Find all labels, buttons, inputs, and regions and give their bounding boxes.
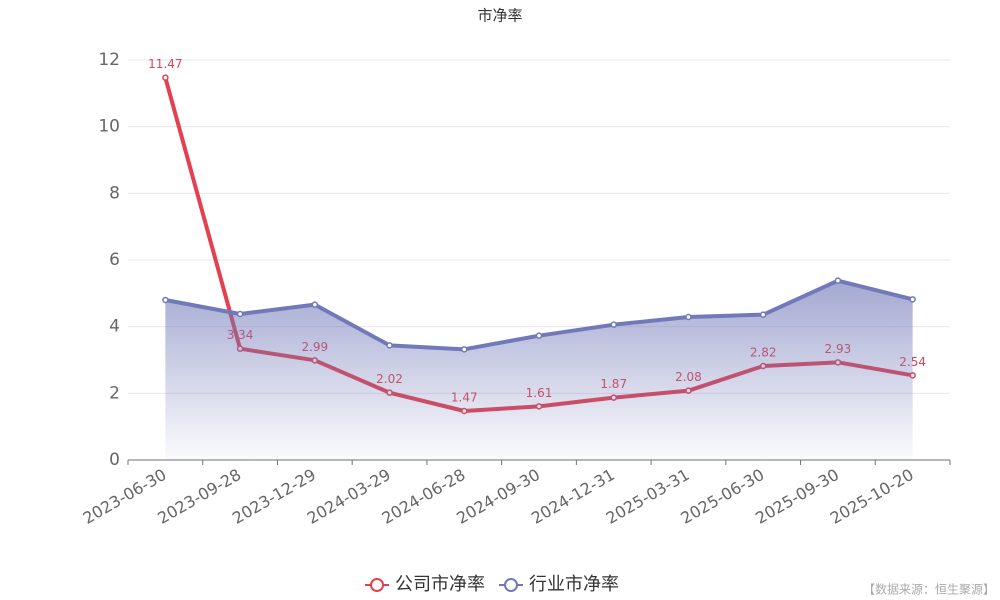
- x-tick-label: 2025-09-30: [752, 465, 842, 528]
- point: [909, 296, 916, 303]
- point: [610, 321, 617, 328]
- x-tick-label: 2024-12-31: [528, 465, 618, 528]
- x-tick-label: 2023-09-28: [154, 465, 244, 528]
- y-tick-label: 8: [109, 183, 120, 203]
- point: [386, 342, 393, 349]
- point: [759, 311, 767, 318]
- data-label: 11.47: [148, 57, 182, 71]
- point: [834, 277, 842, 284]
- legend-label: 行业市净率: [529, 574, 619, 595]
- point: [162, 74, 169, 81]
- y-tick-label: 6: [109, 250, 120, 270]
- legend-marker: [504, 578, 518, 592]
- y-tick-label: 10: [98, 117, 120, 137]
- x-tick-label: 2024-06-28: [378, 465, 468, 528]
- x-tick-label: 2023-06-30: [80, 465, 170, 528]
- y-tick-label: 12: [98, 50, 120, 70]
- legend-label: 公司市净率: [395, 574, 485, 595]
- x-tick-label: 2024-03-29: [304, 465, 394, 528]
- x-tick-label: 2023-12-29: [229, 465, 319, 528]
- y-tick-label: 2: [109, 383, 120, 403]
- point: [311, 301, 319, 308]
- x-tick-label: 2025-06-30: [677, 465, 767, 528]
- y-tick-label: 4: [109, 317, 120, 337]
- point: [535, 332, 543, 339]
- x-tick-label: 2024-09-30: [453, 465, 543, 528]
- point: [685, 313, 692, 321]
- x-tick-label: 2025-10-20: [827, 465, 917, 528]
- legend-marker: [370, 578, 384, 592]
- chart-title: 市净率: [477, 7, 522, 25]
- point: [236, 310, 244, 318]
- source-note: 【数据来源：恒生聚源】: [863, 582, 995, 597]
- point: [461, 346, 468, 353]
- y-tick-label: 0: [109, 450, 120, 470]
- point: [162, 296, 169, 304]
- x-tick-label: 2025-03-31: [603, 465, 693, 528]
